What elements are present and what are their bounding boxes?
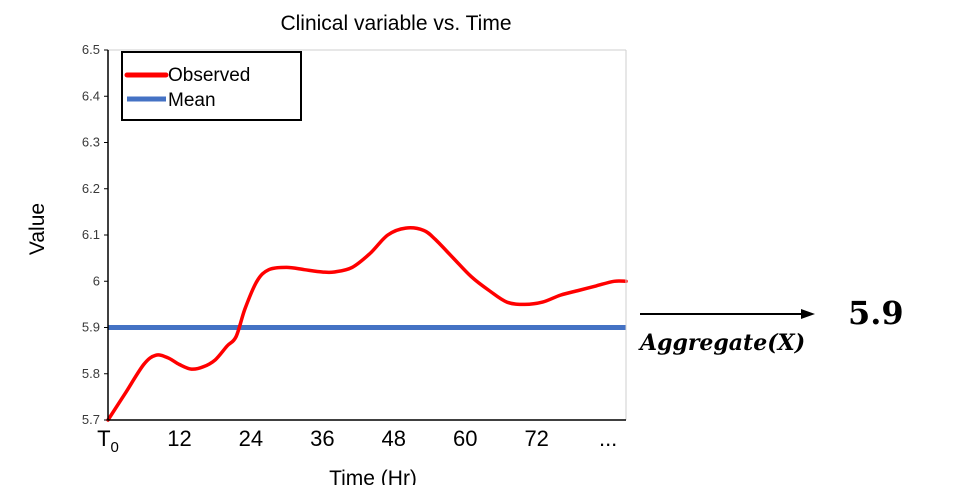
chart-title: Clinical variable vs. Time [280,12,511,35]
y-tick-label: 6.1 [82,227,100,242]
x-tick-label: 24 [239,426,263,451]
aggregate-annotation: Aggregate(X) 5.9 [638,294,904,356]
observed-line [106,226,628,422]
y-axis-label: Value [26,203,49,255]
y-tick-label: 6.4 [82,88,100,103]
aggregate-value: 5.9 [848,294,904,332]
y-tick-label: 5.9 [82,320,100,335]
y-tick-label: 5.8 [82,366,100,381]
y-tick-label: 6.5 [82,42,100,57]
observed-series [106,226,628,422]
plot-frame [107,49,627,421]
x-tick-label: 36 [310,426,334,451]
x-tick-label: 12 [167,426,191,451]
x-axis-ticks: T0 12 24 36 48 60 72... [97,426,617,456]
arrow-head-icon [801,309,815,319]
y-tick-label: 5.7 [82,412,100,427]
x-tick-label: 48 [382,426,406,451]
y-tick-label: 6.2 [82,181,100,196]
aggregate-function-label: Aggregate(X) [638,330,805,356]
legend-observed-label: Observed [168,65,250,86]
legend-mean-label: Mean [168,90,216,111]
y-tick-label: 6 [93,273,100,288]
y-tick-label: 6.3 [82,135,100,150]
x-tick-label: T0 [97,426,119,456]
legend: Observed Mean [121,51,302,121]
x-axis-label: Time (Hr) [329,467,417,485]
x-tick-label: 60 [453,426,477,451]
y-axis-ticks: 5.7 5.8 5.9 6 6.1 6.2 6.3 6.4 6.5 [82,42,108,427]
x-tick-label: ... [599,426,617,451]
x-tick-label: 72 [524,426,548,451]
legend-box [121,51,302,121]
